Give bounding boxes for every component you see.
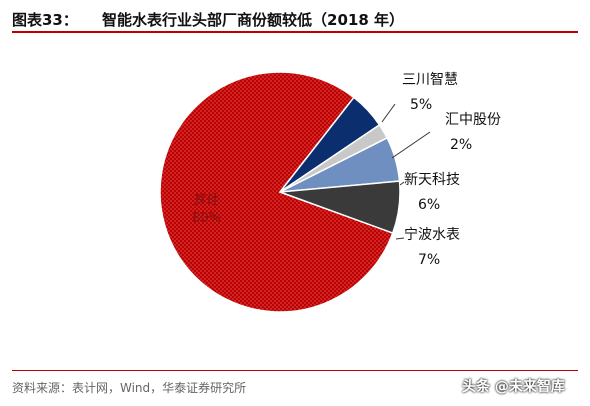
slice-value-label: 5% — [410, 97, 432, 113]
bottom-rule — [12, 370, 578, 371]
slice-name-label: 宁波水表 — [404, 226, 460, 243]
leader-line — [395, 237, 405, 240]
slice-value-label: 80% — [192, 211, 221, 226]
pie-chart: 其他 80% 三川智慧 5% 汇中股份 2% 新天科技 6% 宁波水表 7% — [159, 71, 501, 313]
pie-slice-0 — [159, 71, 394, 313]
figure-header: 图表33： 智能水表行业头部厂商份额较低（2018 年） — [12, 6, 578, 30]
slice-name-label: 其他 — [194, 193, 220, 208]
source-note: 资料来源：表计网，Wind，华泰证券研究所 — [12, 381, 247, 395]
slice-name-label: 汇中股份 — [445, 112, 501, 128]
slice-value-label: 7% — [418, 252, 440, 268]
figure-title: 智能水表行业头部厂商份额较低（2018 年） — [102, 11, 404, 29]
leader-line — [381, 103, 396, 123]
leader-line — [391, 131, 431, 159]
slice-value-label: 6% — [418, 197, 440, 213]
watermark: 头条 @未来智库 — [462, 379, 565, 395]
pie-slice-4 — [279, 180, 401, 235]
slice-value-label: 2% — [450, 137, 472, 153]
figure-label: 图表33： — [12, 11, 78, 29]
top-rule — [12, 31, 578, 33]
leader-line — [399, 181, 405, 186]
slice-name-label: 新天科技 — [404, 172, 460, 188]
slice-name-label: 三川智慧 — [402, 72, 458, 88]
